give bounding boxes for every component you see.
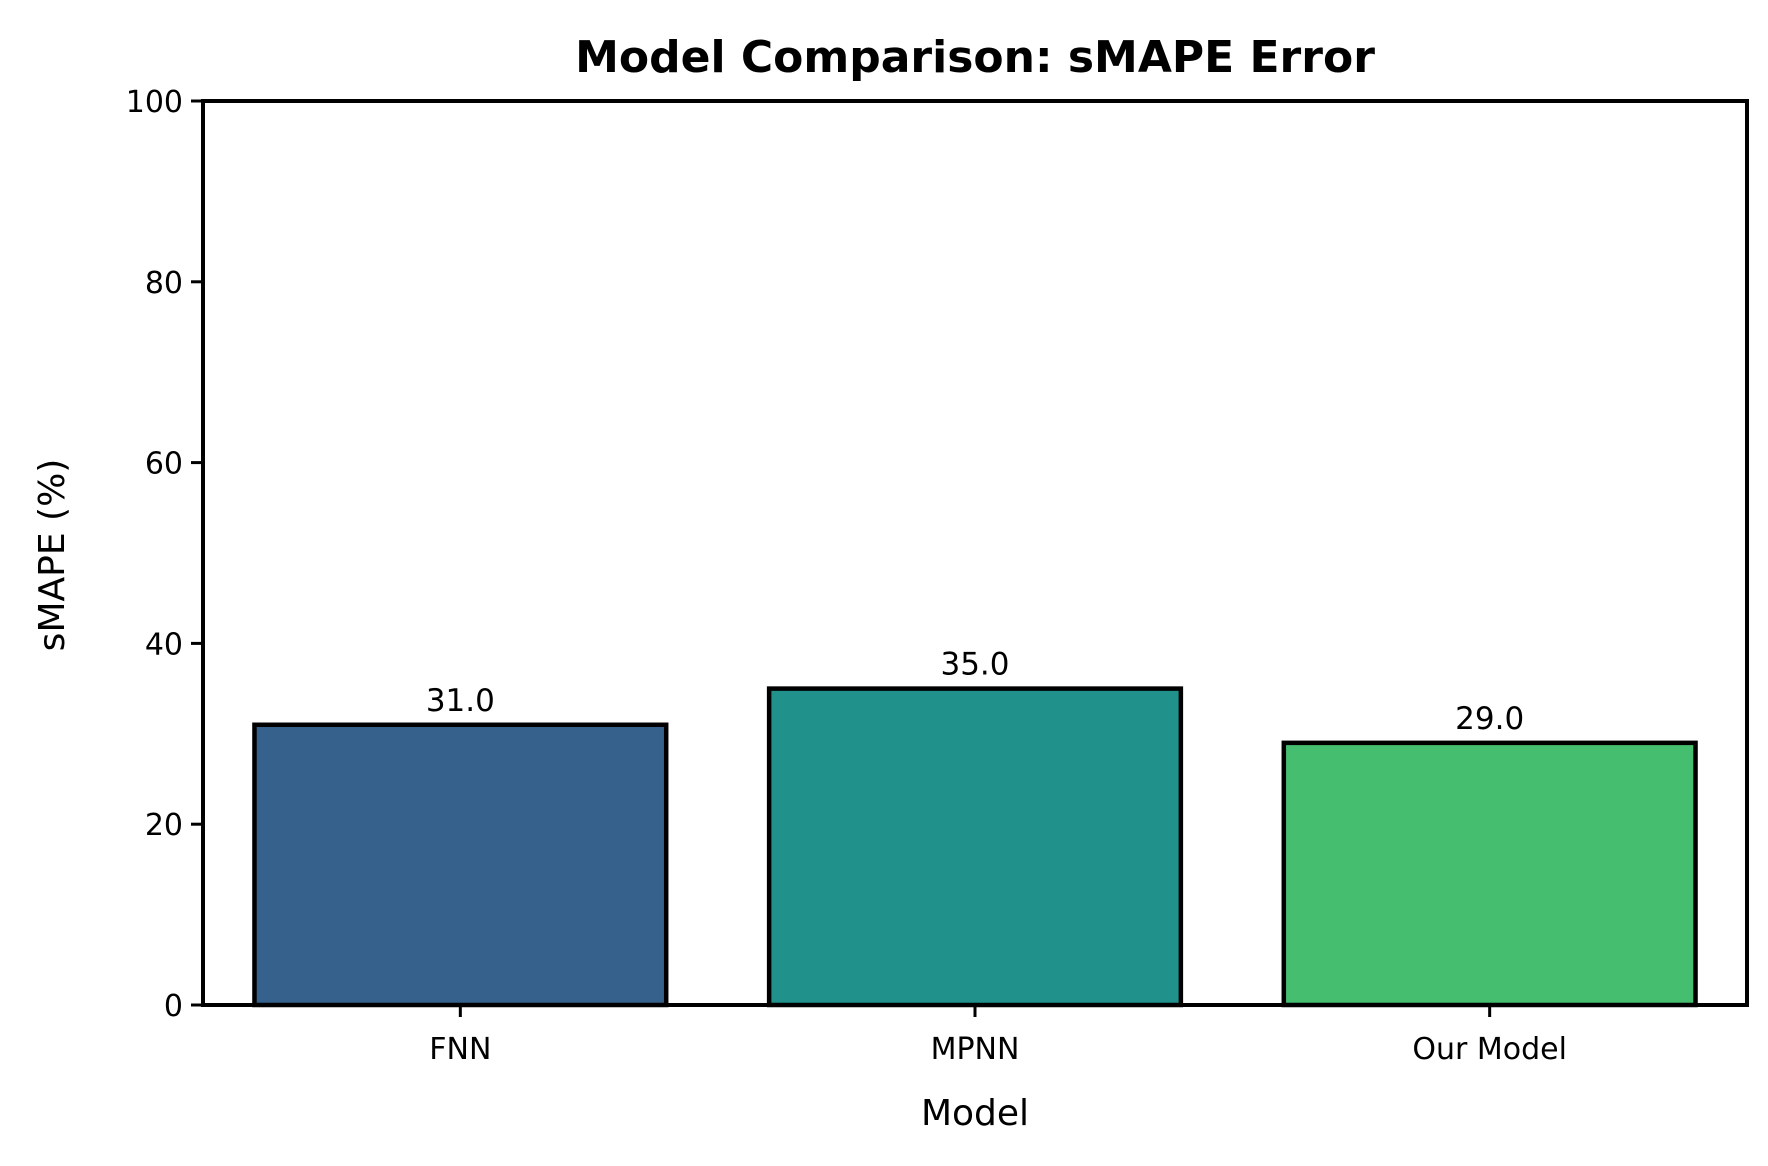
- y-tick-label: 20: [145, 808, 183, 843]
- y-tick-label: 60: [145, 447, 183, 482]
- bar-our-model: [1281, 740, 1698, 1008]
- bars: [252, 686, 1698, 1008]
- value-labels: 31.0 35.0 29.0: [426, 647, 1524, 737]
- y-tick-label: 40: [145, 627, 183, 662]
- y-axis-label: sMAPE (%): [32, 459, 73, 652]
- y-tick-label: 0: [164, 989, 183, 1024]
- x-axis-label: Model: [921, 1093, 1029, 1134]
- bar-mpnn: [766, 686, 1184, 1008]
- x-axis: FNN MPNN Our Model: [429, 1005, 1567, 1067]
- y-axis: 0 20 40 60 80 100: [126, 85, 203, 1024]
- plot-area-frame: [201, 99, 1749, 1007]
- bar-value-label: 35.0: [940, 647, 1009, 683]
- bar-value-label: 31.0: [426, 683, 495, 719]
- chart-title: Model Comparison: sMAPE Error: [575, 32, 1375, 83]
- x-tick-label: Our Model: [1412, 1032, 1567, 1067]
- x-tick-label: FNN: [429, 1032, 491, 1067]
- y-tick-label: 80: [145, 266, 183, 301]
- x-tick-label: MPNN: [931, 1032, 1020, 1067]
- y-tick-label: 100: [126, 85, 183, 120]
- bar-value-label: 29.0: [1455, 701, 1524, 737]
- bar-fnn: [252, 722, 669, 1008]
